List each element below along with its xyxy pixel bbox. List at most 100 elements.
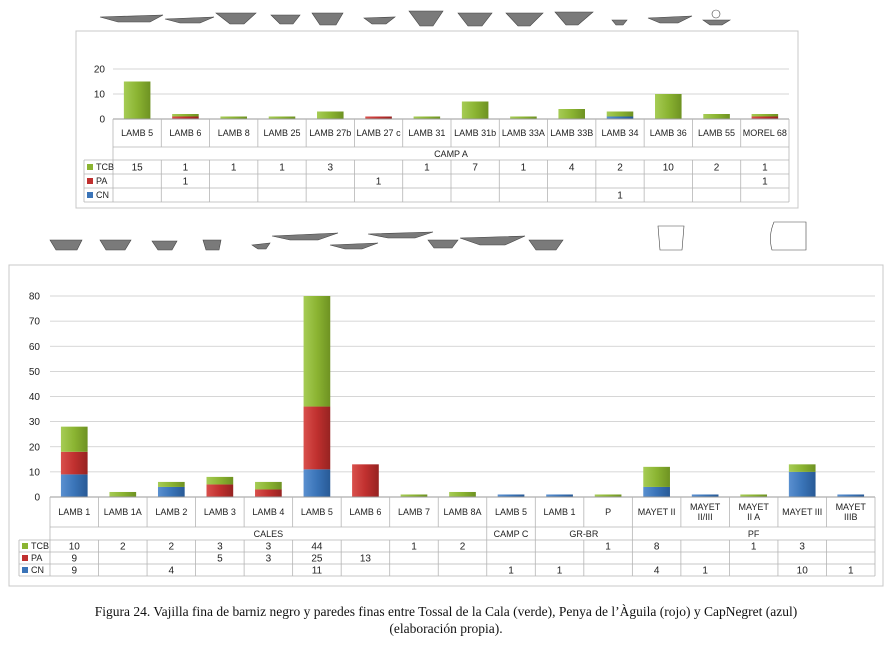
bar-pa-lamb-27-c-5 (365, 116, 392, 119)
y-tick-label: 20 (94, 65, 106, 76)
data-label-tcb: 1 (605, 542, 611, 553)
bar-tcb-mayet-ii-a-14 (740, 494, 768, 497)
x-tick-label: MAYET II (638, 507, 676, 517)
data-label-tcb: 3 (799, 542, 805, 553)
x-tick-label: IIIB (844, 512, 858, 522)
data-label-tcb: 2 (460, 542, 466, 553)
bar-cn-mayet-ii-iii-13 (691, 494, 719, 497)
x-tick-label: LAMB 36 (650, 128, 687, 138)
y-tick-label: 40 (29, 392, 41, 403)
data-label-tcb: 1 (762, 163, 768, 174)
data-label-pa: 5 (217, 554, 223, 565)
bar-tcb-lamb-8a-8 (449, 491, 476, 497)
bar-tcb-lamb-2-2 (157, 481, 185, 487)
bar-tcb-lamb-6-1 (172, 114, 199, 117)
bar-pa-lamb-4-4 (255, 489, 282, 497)
data-label-cn: 10 (797, 566, 809, 577)
data-label-cn: 4 (169, 566, 175, 577)
data-label-tcb: 1 (183, 163, 189, 174)
data-label-tcb: 1 (231, 163, 237, 174)
pottery-profiles-middle (49, 221, 807, 251)
data-label-pa: 1 (183, 177, 189, 188)
bar-tcb-mayet-ii-12 (643, 466, 670, 487)
x-tick-label: LAMB 33B (550, 128, 593, 138)
bar-pa-lamb-3-3 (206, 484, 234, 497)
x-tick-label: MAYET (690, 502, 721, 512)
x-tick-label: LAMB 55 (698, 128, 735, 138)
bar-tcb-lamb-25-3 (268, 116, 296, 119)
bar-tcb-lamb-5-0 (123, 81, 151, 119)
bar-cn-mayet-iiib-16 (837, 494, 865, 497)
x-tick-label: LAMB 3 (204, 507, 236, 517)
legend-label-tcb: TCB (96, 162, 114, 172)
data-label-tcb: 1 (521, 163, 527, 174)
data-label-cn: 4 (654, 566, 660, 577)
y-tick-label: 10 (94, 90, 106, 101)
y-tick-label: 80 (29, 292, 41, 303)
x-tick-label: LAMB 5 (495, 507, 527, 517)
data-label-pa: 25 (311, 554, 323, 565)
x-tick-label: LAMB 5 (301, 507, 333, 517)
bars (123, 81, 779, 119)
bar-pa-morel-68-13 (751, 116, 779, 119)
data-label-tcb: 1 (411, 542, 417, 553)
bar-pa-lamb-6-6 (352, 464, 379, 497)
data-label-pa: 1 (376, 177, 382, 188)
bar-tcb-p-11 (594, 494, 622, 497)
data-label-cn: 1 (702, 566, 708, 577)
x-tick-label: LAMB 31 (408, 128, 445, 138)
data-label-tcb: 2 (617, 163, 623, 174)
bars (60, 296, 865, 497)
bar-tcb-lamb-36-11 (655, 94, 682, 119)
bar-pa-lamb-6-1 (172, 116, 199, 119)
x-tick-label: LAMB 27b (309, 128, 351, 138)
x-tick-label: MAYET (739, 502, 770, 512)
group-label: CAMP C (494, 529, 529, 539)
y-tick-label: 70 (29, 317, 41, 328)
x-tick-label: LAMB 6 (169, 128, 201, 138)
bar-tcb-lamb-33a-8 (510, 116, 537, 119)
group-label: CALES (254, 529, 284, 539)
data-label-tcb: 10 (69, 542, 81, 553)
data-label-cn: 1 (508, 566, 514, 577)
bar-tcb-lamb-5-5 (303, 296, 331, 407)
bar-tcb-lamb-31-6 (413, 116, 441, 119)
caption-line-2: (elaboración propia). (389, 621, 503, 636)
x-tick-label: LAMB 7 (398, 507, 430, 517)
x-tick-label: LAMB 5 (121, 128, 153, 138)
group-label: GR-BR (569, 529, 599, 539)
bar-pa-lamb-1-0 (60, 451, 88, 475)
data-label-tcb: 7 (472, 163, 478, 174)
caption-line-1: Figura 24. Vajilla fina de barniz negro … (94, 604, 798, 619)
bar-tcb-lamb-55-12 (703, 114, 730, 119)
bar-cn-lamb-1-0 (60, 474, 88, 497)
bar-tcb-lamb-8-2 (220, 116, 247, 119)
bar-cn-mayet-ii-12 (643, 486, 670, 497)
bar-cn-lamb-2-2 (157, 486, 185, 497)
bar-tcb-lamb-27b-4 (317, 111, 344, 119)
data-label-pa: 9 (71, 554, 77, 565)
x-tick-label: P (605, 507, 611, 517)
x-tick-label: LAMB 8 (218, 128, 250, 138)
data-label-pa: 13 (360, 554, 372, 565)
bar-pa-lamb-5-5 (303, 406, 331, 470)
bar-tcb-morel-68-13 (751, 114, 779, 117)
legend-label-cn: CN (31, 565, 44, 575)
data-label-tcb: 44 (311, 542, 323, 553)
group-label: PF (748, 529, 760, 539)
x-tick-label: LAMB 25 (263, 128, 300, 138)
x-tick-label: LAMB 31b (454, 128, 496, 138)
x-tick-label: MAYET III (782, 507, 822, 517)
data-label-tcb: 3 (328, 163, 334, 174)
data-label-pa: 1 (762, 177, 768, 188)
data-label-tcb: 15 (132, 163, 144, 174)
legend-label-pa: PA (96, 176, 107, 186)
x-tick-label: LAMB 34 (601, 128, 638, 138)
x-tick-label: II/III (698, 512, 713, 522)
data-label-tcb: 2 (714, 163, 720, 174)
legend-label-pa: PA (31, 553, 42, 563)
data-label-pa: 3 (266, 554, 272, 565)
data-table: LAMB 5 LAMB 6 LAMB 8 LAMB 25 LAMB 27b LAMB 27… (83, 119, 790, 203)
